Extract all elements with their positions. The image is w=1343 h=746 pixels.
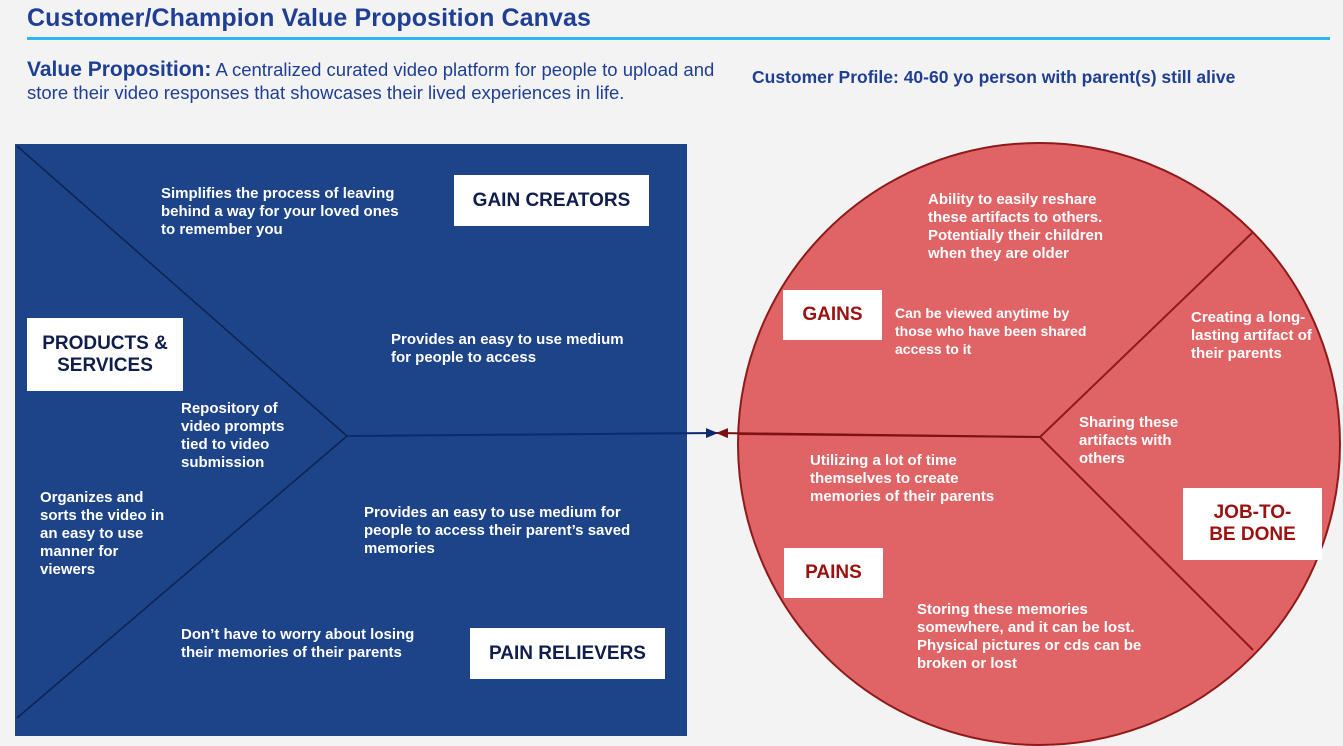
circle-divider-lower xyxy=(1039,436,1254,651)
value-map-divider-lower xyxy=(16,435,348,719)
job-to-be-done-label: JOB-TO-BE DONE xyxy=(1183,488,1322,560)
pain-relievers-label: PAIN RELIEVERS xyxy=(470,628,665,679)
pain-text-2: Storing these memories somewhere, and it… xyxy=(917,601,1142,672)
value-map-arrow xyxy=(346,428,718,439)
circle-divider-upper xyxy=(1039,231,1254,438)
pains-label: PAINS xyxy=(784,548,883,598)
value-proposition: Value Proposition: A centralized curated… xyxy=(27,58,717,104)
gains-label: GAINS xyxy=(783,290,882,340)
customer-profile: Customer Profile: 40-60 yo person with p… xyxy=(752,67,1236,87)
pain-text-1: Utilizing a lot of time themselves to cr… xyxy=(810,452,995,505)
job-text-2: Sharing these artifacts with others xyxy=(1079,414,1179,467)
gain-creator-text-1: Simplifies the process of leaving behind… xyxy=(161,185,399,238)
gain-text-1: Ability to easily reshare these artifact… xyxy=(928,191,1104,262)
products-services-label: PRODUCTS & SERVICES xyxy=(27,318,183,391)
gain-creator-text-2: Provides an easy to use medium for peopl… xyxy=(391,331,624,366)
value-map-divider-upper xyxy=(16,145,348,437)
pain-reliever-text-1: Provides an easy to use medium for peopl… xyxy=(364,504,631,557)
customer-arrow xyxy=(716,428,1041,439)
gain-creators-label: GAIN CREATORS xyxy=(454,175,649,226)
value-proposition-label: Value Proposition: xyxy=(27,58,212,81)
value-proposition-text: A centralized curated video platform for… xyxy=(27,59,715,103)
product-text-1: Repository of video prompts tied to vide… xyxy=(181,400,285,471)
customer-profile-circle xyxy=(737,142,1341,746)
job-text-1: Creating a long-lasting artifact of thei… xyxy=(1191,309,1312,362)
product-text-2: Organizes and sorts the video in an easy… xyxy=(40,489,165,578)
pain-reliever-text-2: Don’t have to worry about losing their m… xyxy=(181,626,415,661)
gain-text-2: Can be viewed anytime by those who have … xyxy=(895,305,1087,357)
page-title: Customer/Champion Value Proposition Canv… xyxy=(27,4,592,32)
title-divider xyxy=(27,37,1330,40)
